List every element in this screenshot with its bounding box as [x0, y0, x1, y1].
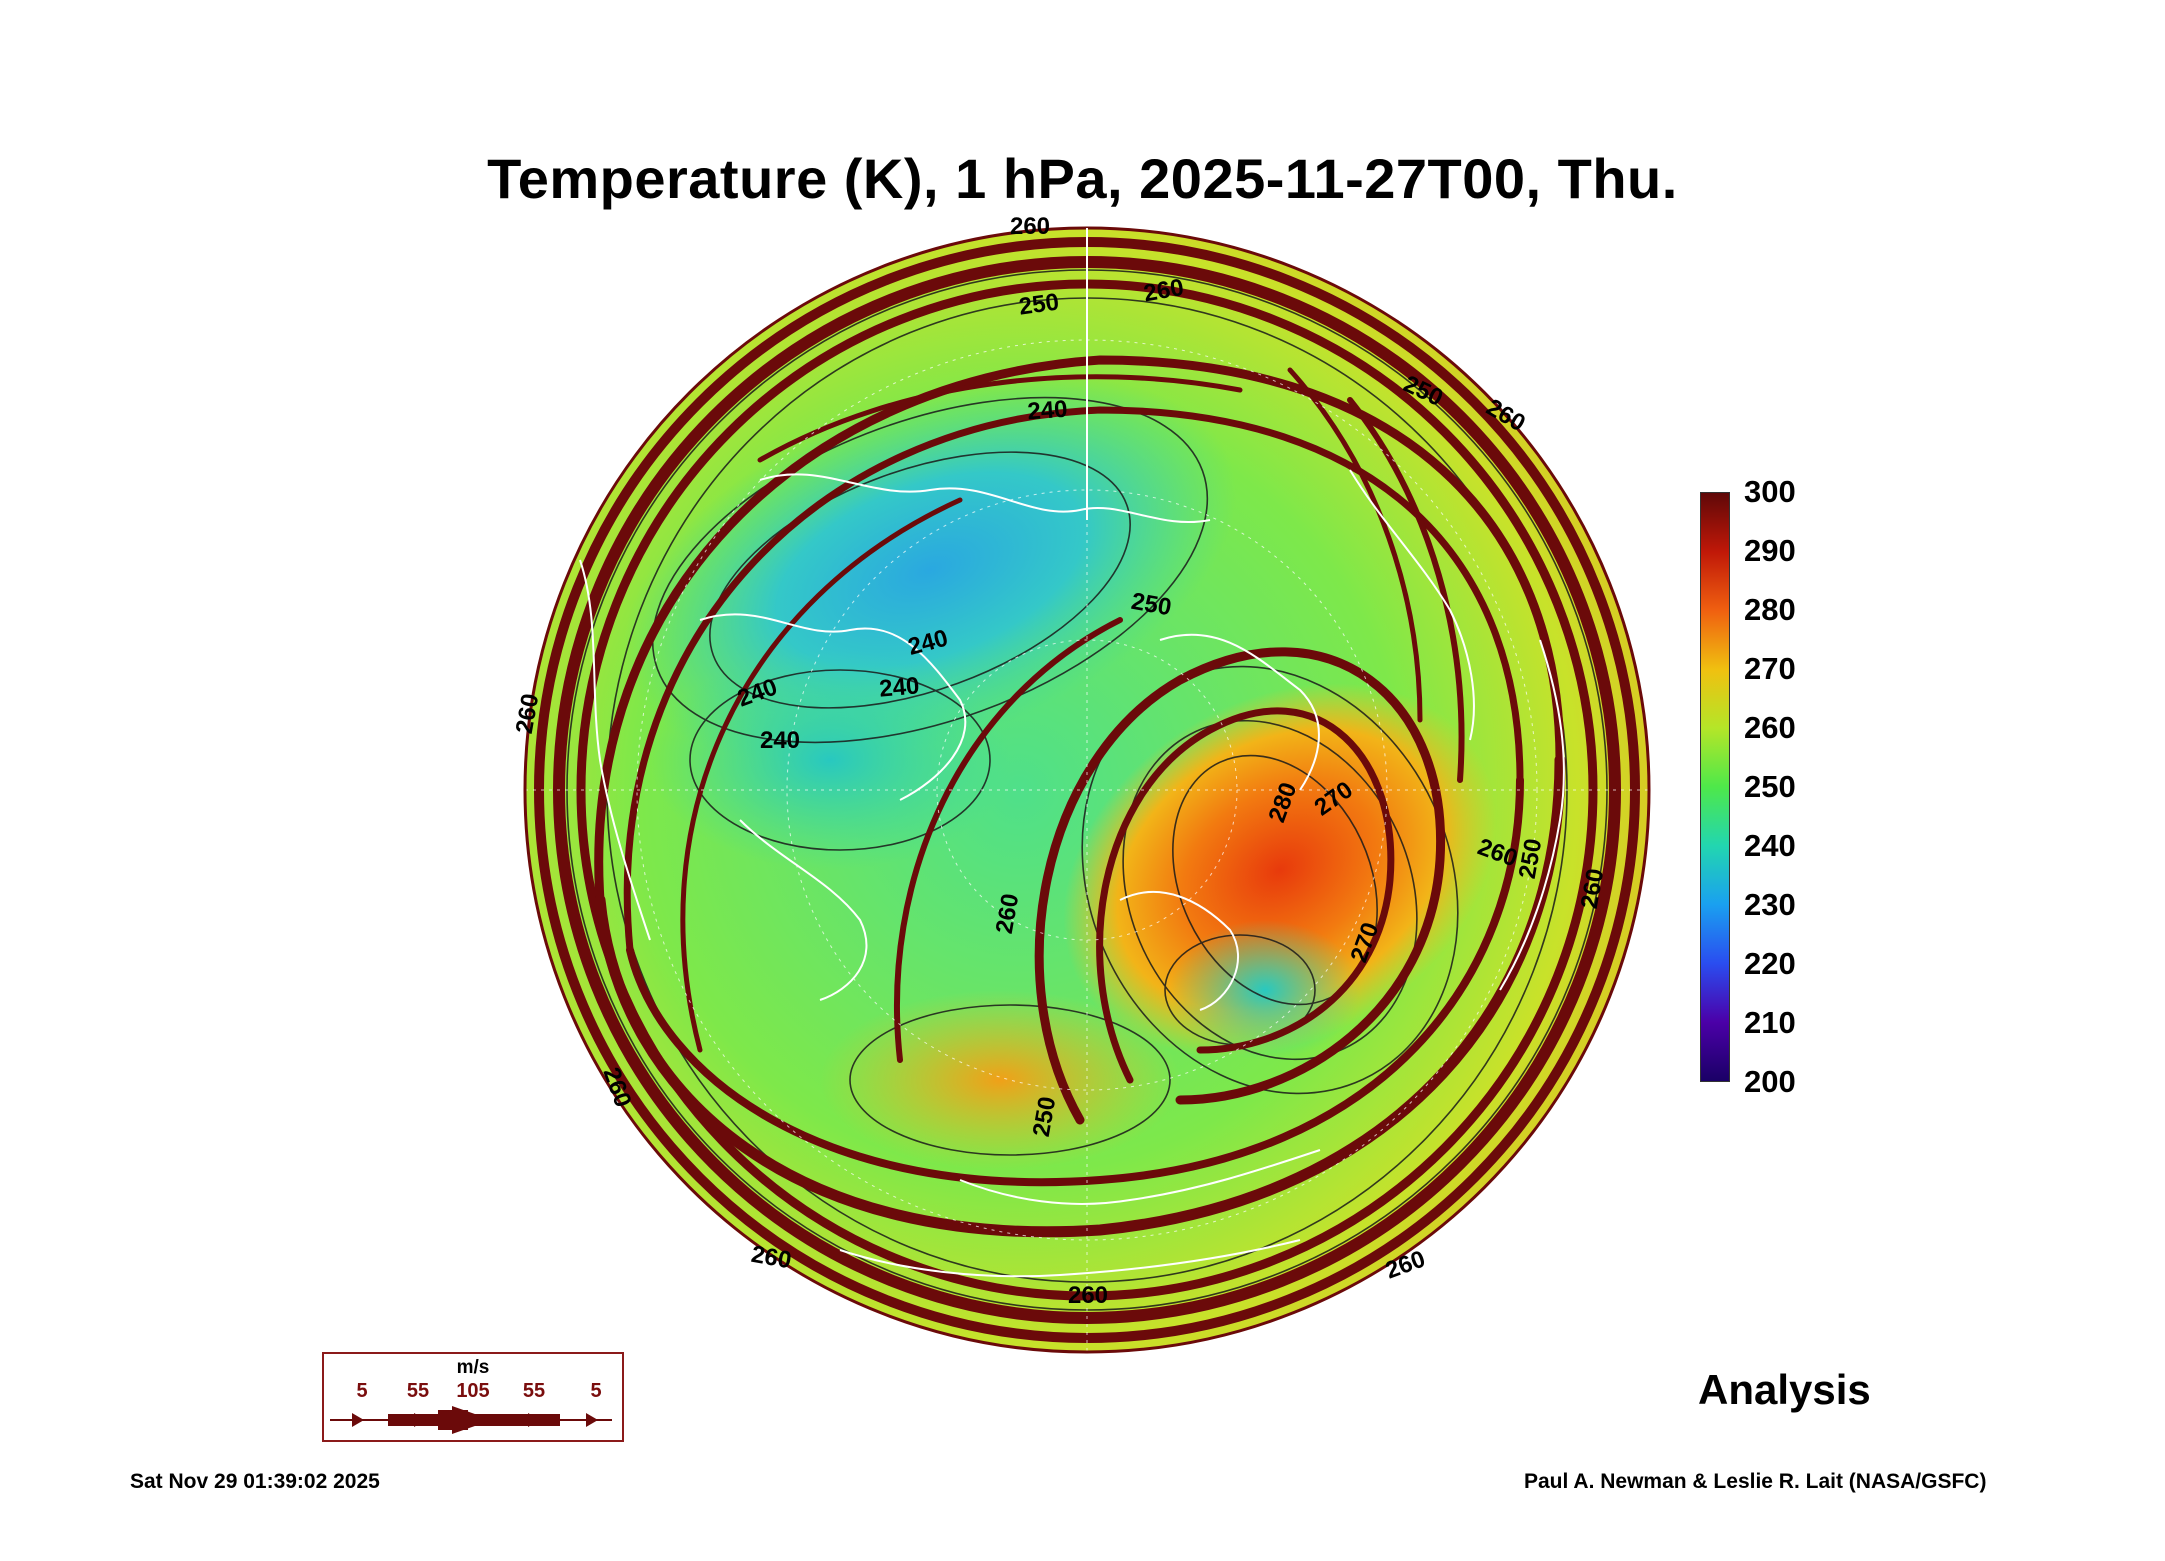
- colorbar-tick-220: 220: [1744, 946, 1796, 981]
- contour-label: 260: [1010, 213, 1050, 240]
- colorbar-tick-260: 260: [1744, 710, 1796, 745]
- colorbar-tick-250: 250: [1744, 769, 1796, 804]
- contour-label: 240: [760, 727, 800, 754]
- contour-label: 260: [749, 1241, 793, 1275]
- contour-label: 250: [1017, 288, 1060, 320]
- wind-legend-value: 5: [590, 1380, 602, 1402]
- temperature-field: [525, 228, 1649, 1352]
- wind-legend-box: [322, 1352, 624, 1442]
- wind-legend-value: 105: [456, 1380, 490, 1402]
- wind-legend-value: 55: [406, 1380, 430, 1402]
- contour-label: 240: [878, 672, 920, 702]
- colorbar-tick-210: 210: [1744, 1005, 1796, 1040]
- map-title: Temperature (K), 1 hPa, 2025-11-27T00, T…: [487, 147, 1678, 210]
- colorbar-tick-230: 230: [1744, 887, 1796, 922]
- author-credit: Paul A. Newman & Leslie R. Lait (NASA/GS…: [1524, 1470, 1987, 1493]
- coastlines: [579, 469, 1565, 1278]
- contour-label: 240: [1027, 396, 1069, 426]
- colorbar-tick-300: 300: [1744, 474, 1796, 509]
- contour-label: 260: [1068, 1282, 1108, 1309]
- colorbar-tick-200: 200: [1744, 1064, 1796, 1099]
- wind-legend-unit: m/s: [456, 1357, 490, 1378]
- wind-speed-legend-arrow: [330, 1406, 612, 1434]
- temperature-colorbar: [1700, 492, 1730, 1082]
- colorbar-tick-240: 240: [1744, 828, 1796, 863]
- colorbar-tick-280: 280: [1744, 592, 1796, 627]
- wind-legend-value: 55: [522, 1380, 546, 1402]
- generation-timestamp: Sat Nov 29 01:39:02 2025: [130, 1470, 380, 1493]
- colorbar-tick-270: 270: [1744, 651, 1796, 686]
- wind-legend-value: 5: [356, 1380, 368, 1402]
- analysis-label: Analysis: [1698, 1366, 1871, 1413]
- colorbar-tick-290: 290: [1744, 533, 1796, 568]
